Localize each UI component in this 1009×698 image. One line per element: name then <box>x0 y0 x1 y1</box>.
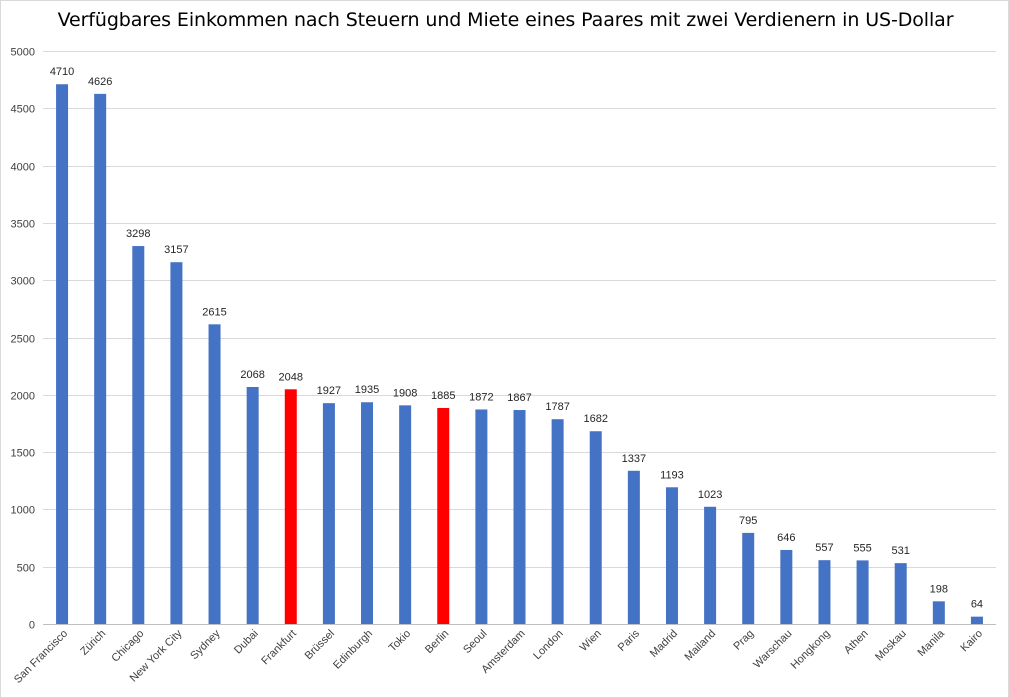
data-label: 1682 <box>583 413 607 425</box>
bar <box>742 532 755 624</box>
data-label: 557 <box>815 542 833 554</box>
y-axis-ticks: 0 500 1000 1500 2000 2500 3000 3500 4000 4500 5000 <box>11 47 35 632</box>
category-label: London <box>531 628 565 662</box>
category-label: Frankfurt <box>259 628 299 668</box>
data-label: 4710 <box>50 66 74 78</box>
category-label: Edinburgh <box>331 628 375 672</box>
bar <box>818 560 831 624</box>
data-label: 795 <box>739 515 757 527</box>
y-tick-label: 4000 <box>11 162 35 174</box>
data-label: 1787 <box>545 401 569 413</box>
y-tick-label: 4500 <box>11 104 35 116</box>
bar <box>665 487 678 624</box>
bar <box>170 262 183 624</box>
bar <box>475 409 488 624</box>
bar <box>932 601 945 624</box>
y-tick-label: 1000 <box>11 505 35 517</box>
y-tick-label: 3000 <box>11 276 35 288</box>
y-tick-label: 1500 <box>11 448 35 460</box>
bar <box>284 389 297 624</box>
data-label: 4626 <box>88 76 112 88</box>
data-label: 531 <box>892 545 910 557</box>
bar <box>627 470 640 624</box>
bars <box>56 84 983 624</box>
data-label: 1867 <box>507 392 531 404</box>
category-label: Athen <box>842 628 871 657</box>
category-label: Moskau <box>873 628 909 664</box>
data-label: 2615 <box>202 306 226 318</box>
data-label: 1023 <box>698 489 722 501</box>
bar <box>551 419 564 624</box>
category-label: Sydney <box>188 627 223 662</box>
category-label: Zürich <box>78 628 108 658</box>
data-label: 3298 <box>126 228 150 240</box>
chart-title: Verfügbares Einkommen nach Steuern und M… <box>57 9 954 31</box>
category-label: Seoul <box>461 628 489 656</box>
category-label: Tokio <box>387 628 414 655</box>
category-label: Madrid <box>648 628 680 660</box>
data-label: 198 <box>930 583 948 595</box>
bar <box>94 93 107 624</box>
data-label: 555 <box>853 542 871 554</box>
data-label: 1927 <box>317 385 341 397</box>
bar <box>132 246 145 624</box>
bar <box>856 560 869 624</box>
y-tick-label: 5000 <box>11 47 35 59</box>
data-label: 646 <box>777 532 795 544</box>
data-label: 1935 <box>355 384 379 396</box>
y-tick-label: 3500 <box>11 219 35 231</box>
data-label: 1337 <box>622 453 646 465</box>
data-label: 1872 <box>469 391 493 403</box>
bar <box>894 563 907 624</box>
bar <box>361 402 374 624</box>
category-label: Berlin <box>423 628 451 656</box>
bar <box>780 549 793 624</box>
category-label: Brüssel <box>303 628 337 662</box>
category-label: Warschau <box>751 628 794 671</box>
bar <box>970 616 983 624</box>
category-label: Kairo <box>958 628 985 655</box>
category-label: Wien <box>578 628 604 654</box>
category-label: Paris <box>616 627 643 654</box>
category-label: Prag <box>731 628 756 653</box>
bar <box>704 506 717 624</box>
bar <box>208 324 221 624</box>
data-label: 64 <box>971 599 983 611</box>
data-label: 2068 <box>240 369 264 381</box>
bar <box>56 84 69 624</box>
y-tick-label: 2500 <box>11 334 35 346</box>
y-tick-label: 500 <box>17 563 35 575</box>
category-label: Dubai <box>232 628 261 657</box>
data-labels: 4710 4626 3298 3157 2615 2068 2048 1927 1935 1908… <box>50 66 983 610</box>
bar <box>399 405 412 624</box>
y-tick-label: 0 <box>29 620 35 632</box>
bar <box>246 387 259 624</box>
category-label: Chicago <box>109 628 146 665</box>
bar <box>437 407 450 624</box>
data-label: 2048 <box>279 371 303 383</box>
category-label: Hongkong <box>789 628 833 672</box>
category-label: Manila <box>916 627 948 659</box>
category-label: San Francisco <box>12 628 70 686</box>
y-tick-label: 2000 <box>11 391 35 403</box>
data-label: 1193 <box>660 469 684 481</box>
data-label: 1908 <box>393 387 417 399</box>
bar <box>589 431 602 624</box>
data-label: 3157 <box>164 244 188 256</box>
category-label: Mailand <box>682 628 718 664</box>
data-label: 1885 <box>431 390 455 402</box>
bar <box>513 410 526 624</box>
bar <box>322 403 335 624</box>
